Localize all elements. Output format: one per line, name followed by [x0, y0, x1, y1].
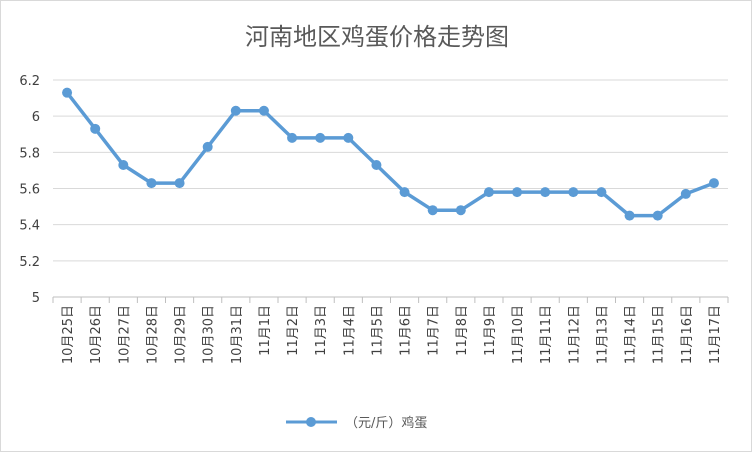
data-point: [399, 187, 410, 198]
x-tick-label: 11月11日: [539, 305, 554, 364]
x-tick-label: 10月31日: [230, 305, 245, 364]
data-point: [343, 132, 354, 143]
data-point: [540, 187, 551, 198]
chart-title: 河南地区鸡蛋价格走势图: [245, 23, 509, 51]
legend-marker-swatch: [306, 417, 316, 427]
y-tick-label: 6: [32, 110, 40, 125]
data-point: [568, 187, 579, 198]
x-tick-label: 11月17日: [708, 305, 723, 364]
data-point: [315, 132, 326, 143]
x-axis: 10月25日 10月26日 10月27日 10月28日 10月29日 10月30日 10月3…: [52, 296, 729, 364]
x-tick-label: 10月25日: [61, 305, 76, 364]
x-tick-label: 11月8日: [455, 305, 470, 356]
data-point: [596, 187, 607, 198]
data-point: [230, 105, 241, 116]
data-point: [174, 178, 185, 189]
data-point: [371, 159, 382, 170]
x-tick-label: 11月1日: [258, 305, 273, 356]
x-tick-label: 11月4日: [342, 305, 357, 356]
y-tick-label: 6.2: [19, 74, 40, 89]
data-point: [680, 188, 691, 199]
x-tick-label: 10月27日: [117, 305, 132, 364]
x-tick-label: 11月12日: [567, 305, 582, 364]
data-point: [708, 178, 719, 189]
data-point: [512, 187, 523, 198]
y-tick-label: 5.2: [19, 255, 40, 270]
data-point: [258, 105, 269, 116]
y-tick-label: 5.8: [19, 146, 40, 161]
x-tick-label: 10月30日: [202, 305, 217, 364]
data-point: [287, 132, 298, 143]
x-tick-label: 10月26日: [89, 305, 104, 364]
legend: （元/斤）鸡蛋: [286, 415, 427, 431]
series-line: [65, 90, 716, 218]
x-tick-label: 11月16日: [680, 305, 695, 364]
x-tick-label: 11月7日: [427, 305, 442, 356]
x-tick-label: 11月15日: [652, 305, 667, 364]
data-point: [146, 178, 157, 189]
x-tick-label: 11月14日: [624, 305, 639, 364]
x-tick-label: 10月28日: [145, 305, 160, 364]
data-point: [652, 210, 663, 221]
data-point: [483, 187, 494, 198]
x-tick-label: 11月6日: [399, 305, 414, 356]
x-tick-label: 11月2日: [286, 305, 301, 356]
x-tick-label: 11月13日: [595, 305, 610, 364]
y-tick-label: 5: [32, 291, 40, 306]
x-tick-label: 11月5日: [370, 305, 385, 356]
y-tick-label: 5.6: [19, 183, 40, 198]
x-tick-label: 10月29日: [174, 305, 189, 364]
series-layer: [62, 87, 719, 221]
x-tick-label: 11月9日: [483, 305, 498, 356]
data-point: [62, 87, 73, 98]
data-point: [455, 205, 466, 216]
legend-label: （元/斤）鸡蛋: [345, 415, 427, 431]
y-tick-label: 5.4: [19, 219, 40, 234]
x-tick-label: 11月10日: [511, 305, 526, 364]
data-point: [624, 210, 635, 221]
data-point: [90, 123, 101, 134]
x-tick-label: 11月3日: [314, 305, 329, 356]
y-axis-ticks: 5 5.2 5.4 5.6 5.8 6 6.2: [19, 74, 40, 306]
data-point: [427, 205, 438, 216]
data-point: [202, 141, 213, 152]
gridlines: [53, 79, 728, 262]
data-point: [118, 159, 129, 170]
